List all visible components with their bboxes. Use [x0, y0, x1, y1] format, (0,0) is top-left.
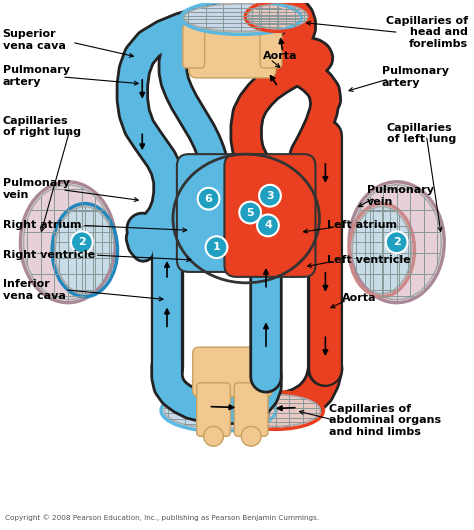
- FancyBboxPatch shape: [177, 154, 265, 272]
- Text: Aorta: Aorta: [342, 293, 377, 303]
- Ellipse shape: [352, 207, 411, 294]
- Text: 5: 5: [246, 208, 254, 217]
- Text: Right atrium: Right atrium: [3, 220, 81, 231]
- Text: Pulmonary
artery: Pulmonary artery: [382, 66, 449, 87]
- Text: Pulmonary
vein: Pulmonary vein: [367, 185, 434, 207]
- Text: 2: 2: [78, 237, 86, 247]
- FancyBboxPatch shape: [224, 154, 316, 277]
- FancyBboxPatch shape: [223, 7, 241, 24]
- Ellipse shape: [231, 395, 320, 426]
- Circle shape: [259, 185, 281, 207]
- Text: Capillaries
of right lung: Capillaries of right lung: [3, 116, 81, 137]
- Text: Copyright © 2008 Pearson Education, Inc., publishing as Pearson Benjamin Cumming: Copyright © 2008 Pearson Education, Inc.…: [5, 515, 319, 522]
- Text: 3: 3: [266, 191, 274, 201]
- Text: 1: 1: [213, 242, 220, 252]
- Text: Aorta: Aorta: [263, 51, 298, 61]
- Ellipse shape: [55, 207, 115, 294]
- FancyBboxPatch shape: [193, 347, 272, 396]
- Text: Right ventricle: Right ventricle: [3, 250, 95, 260]
- Text: Capillaries of
abdominal organs
and hind limbs: Capillaries of abdominal organs and hind…: [329, 404, 441, 437]
- FancyBboxPatch shape: [234, 383, 268, 436]
- Text: Pulmonary
artery: Pulmonary artery: [3, 65, 70, 87]
- Text: Pulmonary
vein: Pulmonary vein: [3, 178, 70, 200]
- Circle shape: [198, 188, 219, 209]
- Text: Capillaries of
head and
forelimbs: Capillaries of head and forelimbs: [386, 16, 468, 49]
- Text: Left ventricle: Left ventricle: [328, 255, 411, 265]
- Circle shape: [204, 426, 223, 446]
- Circle shape: [239, 201, 261, 224]
- Circle shape: [257, 215, 279, 236]
- Ellipse shape: [184, 4, 299, 31]
- Text: 2: 2: [393, 237, 401, 247]
- FancyBboxPatch shape: [183, 24, 205, 68]
- Circle shape: [217, 0, 248, 23]
- FancyBboxPatch shape: [189, 11, 276, 78]
- Ellipse shape: [248, 5, 308, 29]
- Text: Superior
vena cava: Superior vena cava: [3, 30, 65, 51]
- Circle shape: [71, 231, 93, 253]
- Ellipse shape: [23, 185, 112, 299]
- FancyBboxPatch shape: [197, 383, 230, 436]
- Text: Capillaries
of left lung: Capillaries of left lung: [387, 122, 456, 144]
- FancyBboxPatch shape: [260, 24, 282, 68]
- Circle shape: [241, 426, 261, 446]
- Text: 6: 6: [205, 193, 212, 204]
- Ellipse shape: [352, 185, 441, 299]
- Text: Inferior
vena cava: Inferior vena cava: [3, 279, 65, 301]
- Circle shape: [206, 236, 228, 258]
- Circle shape: [386, 231, 408, 253]
- Text: 4: 4: [264, 220, 272, 231]
- Text: Left atrium: Left atrium: [328, 220, 397, 231]
- Ellipse shape: [164, 393, 273, 428]
